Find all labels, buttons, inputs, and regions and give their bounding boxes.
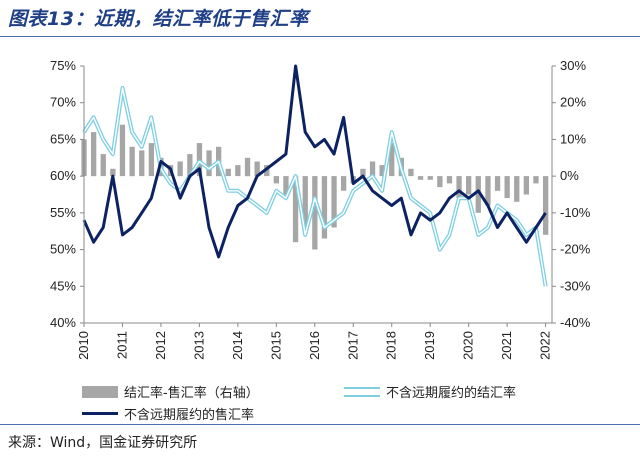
- chart-title: 图表13：近期，结汇率低于售汇率: [8, 8, 309, 30]
- bar-spread-2011-04: [129, 146, 135, 177]
- x-tick-label-2021: 2021: [499, 331, 514, 360]
- bar-spread-2020-04: [475, 176, 481, 213]
- bar-spread-2013-04: [206, 150, 212, 177]
- line-sales-rate: [82, 64, 547, 259]
- bar-spread-2020-10: [494, 176, 501, 191]
- bar-spread-2018-10: [417, 176, 424, 180]
- bar-spread-2015-01: [273, 176, 279, 184]
- x-tick-label-2017: 2017: [345, 331, 360, 360]
- left-tick-label-4: 60%: [50, 168, 76, 183]
- bar-spread-2022-01: [543, 176, 549, 235]
- right-tick-label-5: 10%: [560, 131, 586, 146]
- bar-spread-2013-10: [225, 168, 231, 177]
- x-tick-label-2012: 2012: [153, 331, 168, 360]
- bar-spread-2016-04: [321, 176, 328, 239]
- right-tick-label-3: -10%: [560, 205, 591, 220]
- x-tick-label-2013: 2013: [191, 331, 206, 360]
- bar-spread-2019-10: [456, 176, 462, 199]
- legend-label-sales-rate: 不含远期履约的售汇率: [124, 408, 255, 423]
- right-tick-label-2: -20%: [560, 242, 591, 257]
- legend-swatch-spread: [82, 385, 118, 398]
- title-divider: [0, 36, 640, 37]
- x-tick-label-2018: 2018: [384, 331, 399, 360]
- line-series: [82, 64, 548, 287]
- bar-spread-2018-07: [408, 168, 414, 177]
- bar-spread-2014-01: [235, 165, 241, 177]
- x-tick-label-2016: 2016: [307, 331, 322, 360]
- bar-spread-2021-04: [514, 176, 520, 202]
- bar-spread-2018-01: [389, 143, 395, 177]
- bar-spread-2012-07: [177, 161, 183, 177]
- source-note: 来源：Wind，国金证券研究所: [8, 435, 198, 451]
- legend-swatch-sales-rate: [82, 412, 118, 415]
- legend-label-settlement-rate: 不含远期履约的结汇率: [386, 386, 517, 401]
- bar-spread-2019-01: [427, 176, 433, 180]
- right-tick-label-7: 30%: [560, 58, 586, 73]
- right-tick-label-4: 0%: [560, 168, 579, 183]
- left-tick-label-6: 70%: [50, 95, 76, 110]
- x-tick-label-2020: 2020: [461, 331, 476, 360]
- bar-spread-2010-07: [100, 154, 106, 177]
- bar-spread-2010-04: [91, 132, 97, 177]
- x-tick-label-2011: 2011: [115, 331, 130, 359]
- chart: 40% 45% 50% 55% 60% 65% 70% 75% -40% -30% -20% -10%…: [50, 58, 591, 360]
- axes: 40% 45% 50% 55% 60% 65% 70% 75% -40% -30% -20% -10%…: [50, 58, 591, 360]
- bar-spread-2015-04: [283, 176, 289, 195]
- bar-spread-2017-04: [360, 168, 366, 177]
- bar-spread-2011-07: [139, 150, 145, 177]
- left-tick-label-3: 55%: [50, 205, 76, 220]
- bar-spread-2015-10: [302, 176, 308, 228]
- bar-spread-2021-01: [504, 176, 510, 199]
- legend-item-spread: 结汇率-售汇率（右轴）: [82, 382, 259, 401]
- right-tick-label-1: -30%: [560, 278, 591, 293]
- bar-spread-2011-01: [119, 124, 126, 177]
- bar-spread-2014-04: [244, 157, 251, 177]
- bar-spread-2021-10: [533, 176, 539, 184]
- bar-spread-2014-07: [254, 161, 260, 177]
- legend-item-sales-rate: 不含远期履约的售汇率: [82, 404, 254, 423]
- bar-spread-2016-10: [341, 176, 347, 191]
- bar-spread-2015-07: [292, 176, 299, 243]
- legend-swatch-settlement-rate: [344, 386, 380, 397]
- bar-spread-2020-07: [485, 176, 491, 206]
- left-tick-label-7: 75%: [50, 58, 76, 73]
- left-tick-label-0: 40%: [50, 315, 76, 330]
- right-tick-label-0: -40%: [560, 315, 591, 330]
- legend-label-spread: 结汇率-售汇率（右轴）: [124, 386, 259, 401]
- bar-spread-2016-01: [312, 176, 318, 250]
- left-tick-label-2: 50%: [50, 242, 76, 257]
- x-tick-label-2010: 2010: [76, 331, 91, 360]
- x-tick-label-2022: 2022: [538, 331, 553, 360]
- bar-spread-2010-10: [110, 168, 116, 177]
- bar-spread-2020-01: [466, 176, 472, 195]
- bar-spread-2019-07: [446, 176, 453, 184]
- left-tick-label-5: 65%: [50, 131, 76, 146]
- left-tick-label-1: 45%: [50, 278, 76, 293]
- plot-frame: [83, 66, 553, 324]
- x-tick-label-2015: 2015: [268, 331, 283, 360]
- x-tick-label-2019: 2019: [422, 331, 437, 360]
- right-tick-label-6: 20%: [560, 95, 586, 110]
- legend-item-settlement-rate: 不含远期履约的结汇率: [344, 382, 516, 401]
- bar-spread-2021-07: [523, 176, 529, 195]
- bar-spread-2019-04: [437, 176, 443, 188]
- x-tick-label-2014: 2014: [230, 331, 245, 360]
- footer-divider: [0, 424, 640, 425]
- bar-spread-2011-10: [148, 143, 154, 177]
- bar-spread-2017-07: [369, 161, 376, 177]
- bar-spread-2017-10: [379, 165, 385, 177]
- bar-spread-2016-07: [331, 176, 337, 228]
- bar-spread-2012-10: [187, 154, 193, 177]
